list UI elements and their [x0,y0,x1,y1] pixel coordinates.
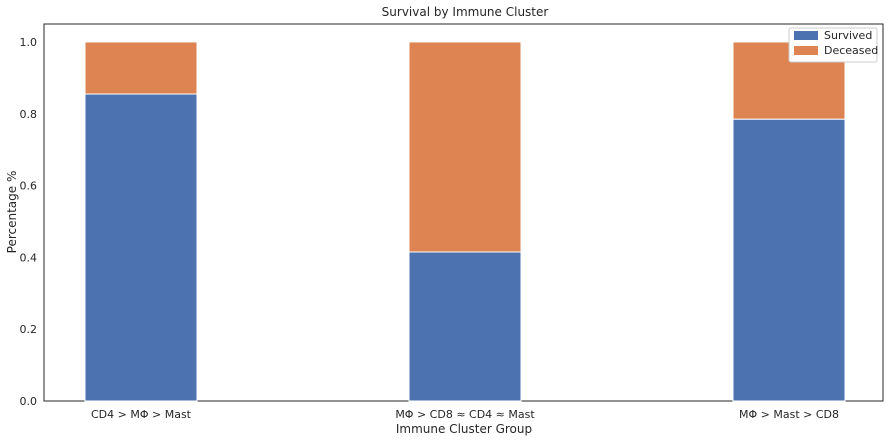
y-tick-label: 1.0 [20,36,38,49]
bar-deceased-2 [408,41,522,253]
y-tick-label: 0.4 [20,251,38,264]
legend-swatch-survived [794,31,818,40]
bars-layer [84,41,846,402]
bar-deceased-1 [84,41,198,95]
y-tick-label: 0.0 [20,395,38,408]
legend: Survived Deceased [788,27,878,63]
bar-survived-1 [84,93,198,402]
bar-survived-3 [732,118,846,402]
bar-survived-2 [408,251,522,402]
y-ticks: 0.0 0.2 0.4 0.6 0.8 1.0 [20,36,38,408]
y-tick-label: 0.8 [20,108,38,121]
x-tick-label: MΦ > CD8 ≈ CD4 ≈ Mast [395,408,535,421]
legend-swatch-deceased [794,46,818,55]
x-tick-label: MΦ > Mast > CD8 [739,408,839,421]
legend-label-survived: Survived [824,29,872,42]
x-ticks: CD4 > MΦ > Mast MΦ > CD8 ≈ CD4 ≈ Mast MΦ >… [91,408,839,421]
chart-title: Survival by Immune Cluster [382,5,549,19]
y-tick-label: 0.6 [20,180,38,193]
x-axis-label: Immune Cluster Group [396,422,532,436]
y-tick-label: 0.2 [20,323,38,336]
legend-label-deceased: Deceased [824,44,878,57]
x-tick-label: CD4 > MΦ > Mast [91,408,192,421]
y-axis-label: Percentage % [5,171,19,254]
